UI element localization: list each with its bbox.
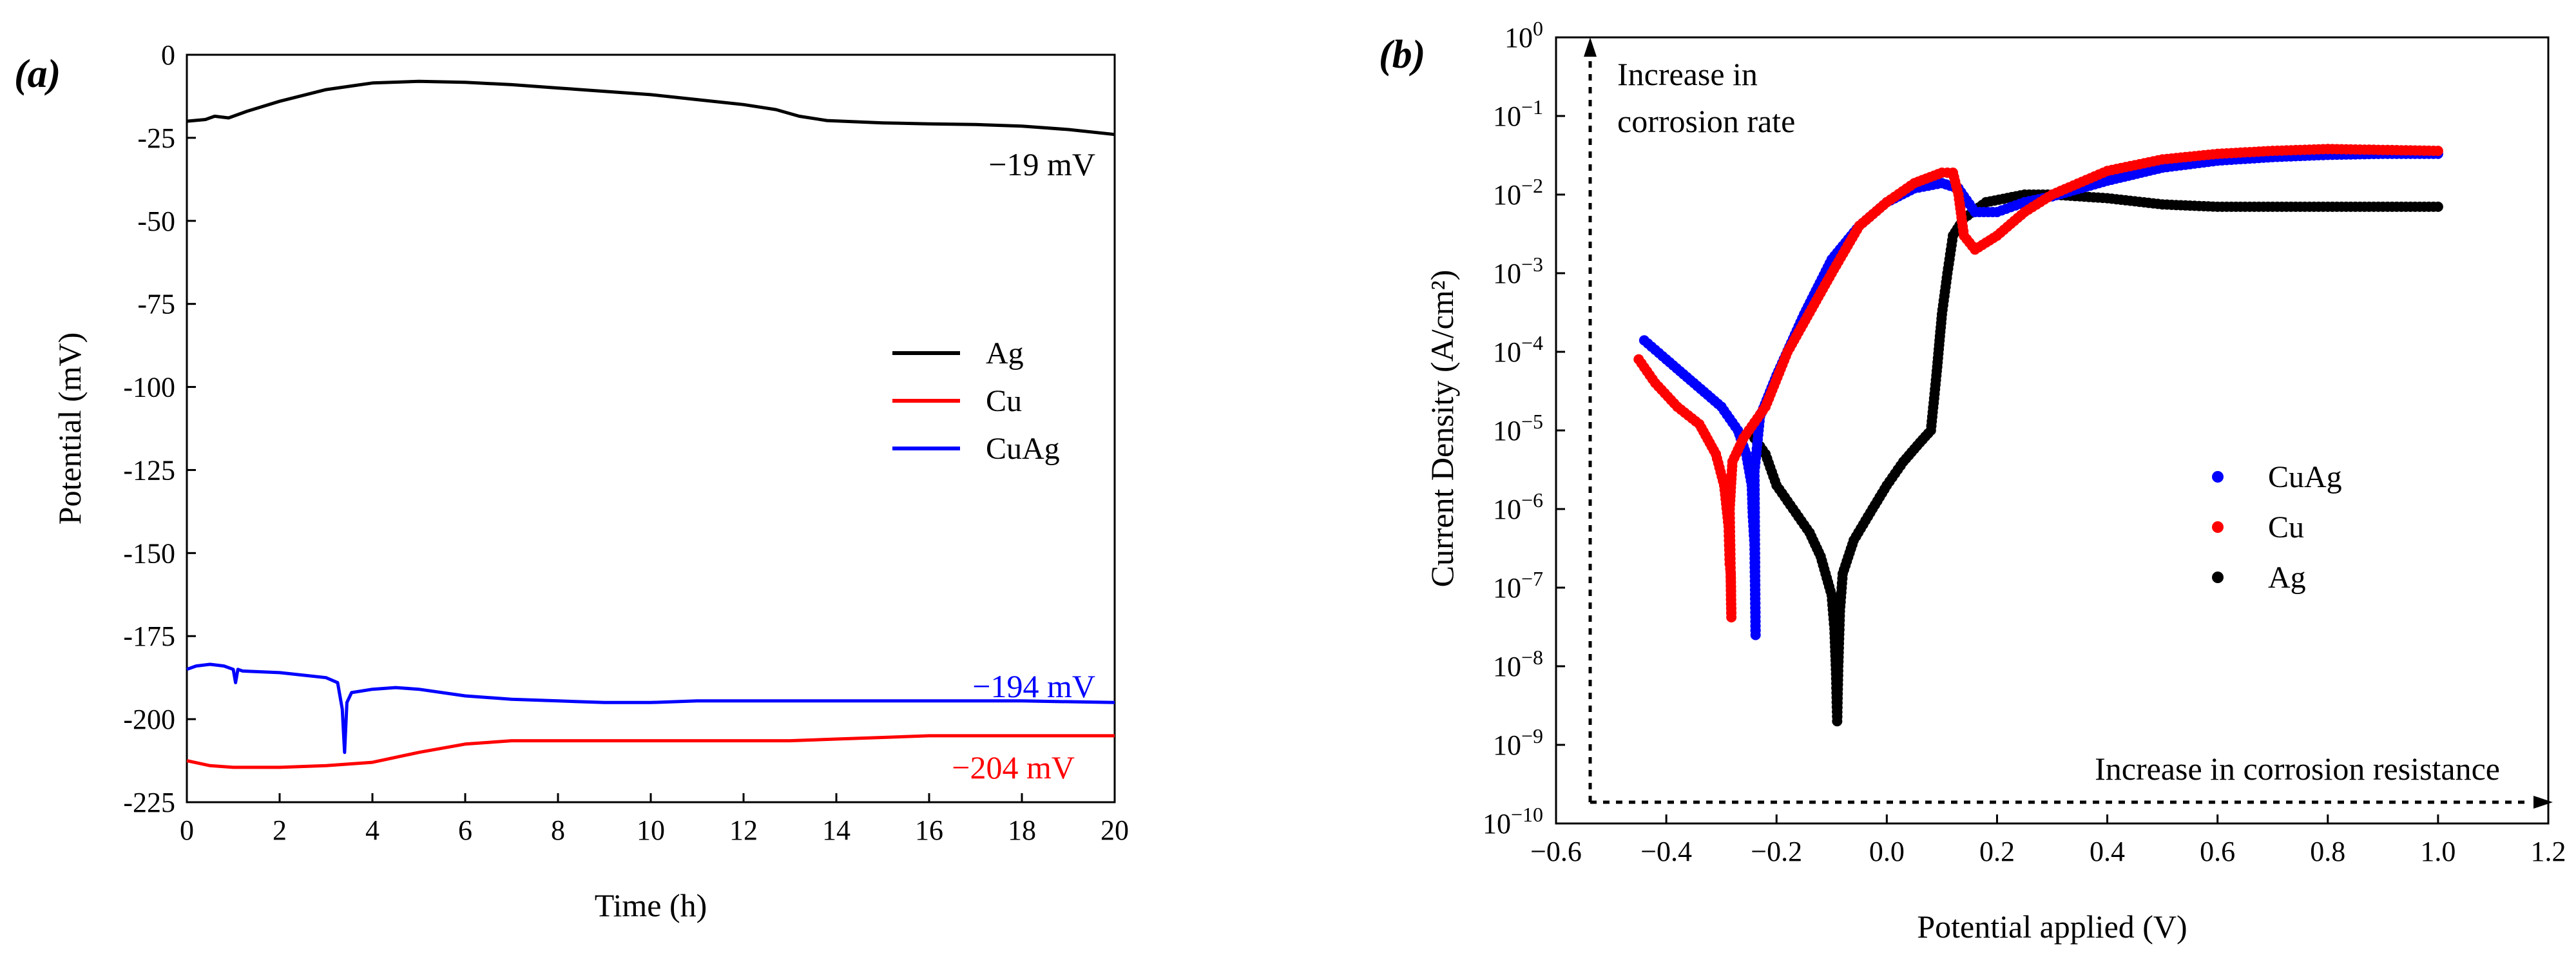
y-tick-label: -225 bbox=[123, 787, 175, 818]
x-tick-label: −0.2 bbox=[1751, 836, 1802, 867]
panel-b-arrows bbox=[1584, 37, 2553, 809]
x-tick-label: 10 bbox=[637, 814, 665, 846]
y-tick-label: -200 bbox=[123, 704, 175, 735]
series-line-ag bbox=[186, 79, 1115, 137]
y-tick-label: 10−4 bbox=[1493, 331, 1543, 368]
panel-b-legend: CuAg Cu Ag bbox=[2212, 460, 2342, 595]
horizontal-arrow-head bbox=[2533, 796, 2553, 809]
x-tick-label: 12 bbox=[729, 814, 758, 846]
y-tick-label: 10−6 bbox=[1493, 488, 1543, 525]
panel-b-data-points bbox=[1633, 144, 2443, 727]
annotation-corrosion-resistance: Increase in corrosion resistance bbox=[2095, 751, 2500, 787]
y-tick-label: 10−3 bbox=[1493, 253, 1543, 289]
y-tick-label: -50 bbox=[137, 206, 175, 237]
annotation-ag-value: −19 mV bbox=[988, 146, 1095, 182]
panel-a-legend: Ag Cu CuAg bbox=[892, 336, 1060, 466]
y-tick-label: -150 bbox=[123, 537, 175, 569]
panel-b-y-axis-title: Current Density (A/cm²) bbox=[1424, 270, 1460, 588]
panel-b-x-axis-title: Potential applied (V) bbox=[1917, 909, 2187, 945]
vertical-arrow-head bbox=[1584, 37, 1597, 57]
y-tick-label: 10−5 bbox=[1493, 410, 1543, 447]
data-point-cu bbox=[2432, 146, 2443, 157]
panel-b: (b) 10010−110−210−310−410−510−610−710−81… bbox=[1379, 17, 2566, 945]
legend-marker-cu bbox=[2212, 521, 2224, 533]
y-tick-label: 10−9 bbox=[1493, 724, 1543, 761]
data-point-ag bbox=[2432, 201, 2443, 212]
x-tick-label: 4 bbox=[365, 814, 380, 846]
legend-marker-cuag bbox=[2212, 471, 2224, 483]
legend-label-ag-b: Ag bbox=[2268, 561, 2306, 595]
x-tick-label: 0.4 bbox=[2090, 836, 2125, 867]
annotation-corrosion-rate: corrosion rate bbox=[1617, 103, 1795, 139]
legend-label-cu: Cu bbox=[986, 384, 1022, 418]
x-tick-label: −0.4 bbox=[1640, 836, 1692, 867]
series-line-cu bbox=[186, 734, 1115, 769]
y-tick-label: 10−10 bbox=[1483, 803, 1543, 840]
panel-a: (a) 0 -25 -50 -75 -100 -125 -150 -175 -200 -225 0… bbox=[14, 39, 1129, 923]
y-tick-label: -75 bbox=[137, 289, 175, 320]
x-tick-label: 20 bbox=[1101, 814, 1129, 846]
y-tick-label: 10−2 bbox=[1493, 174, 1543, 211]
x-tick-label: 18 bbox=[1008, 814, 1036, 846]
x-tick-label: 6 bbox=[458, 814, 472, 846]
y-tick-label: -100 bbox=[123, 372, 175, 403]
x-tick-label: 0 bbox=[180, 814, 194, 846]
y-tick-label: 100 bbox=[1504, 17, 1543, 53]
panel-a-x-axis-title: Time (h) bbox=[595, 887, 707, 923]
x-tick-label: 0.2 bbox=[1979, 836, 2015, 867]
x-tick-label: 16 bbox=[915, 814, 943, 846]
x-tick-label: −0.6 bbox=[1530, 836, 1582, 867]
panel-b-y-axis: 100 10−1 10−2 10−3 10−4 10−5 10−6 10−7 10−8 10−9 1… bbox=[1483, 17, 1565, 840]
annotation-cuag-value: −194 mV bbox=[972, 668, 1095, 704]
panel-a-series-lines bbox=[186, 79, 1115, 769]
y-tick-label: -175 bbox=[123, 620, 175, 652]
x-tick-label: 1.2 bbox=[2531, 836, 2566, 867]
legend-label-cuag: CuAg bbox=[986, 432, 1060, 466]
panel-a-y-axis: 0 -25 -50 -75 -100 -125 -150 -175 -200 -225 bbox=[123, 39, 196, 818]
x-tick-label: 0.8 bbox=[2310, 836, 2345, 867]
panel-a-x-axis: 0 2 4 6 8 10 12 14 16 18 20 bbox=[180, 793, 1129, 846]
y-tick-label: 10−1 bbox=[1493, 95, 1543, 132]
y-tick-label: 10−7 bbox=[1493, 567, 1543, 604]
legend-marker-ag bbox=[2212, 572, 2224, 583]
annotation-increase-in: Increase in bbox=[1617, 56, 1758, 92]
panel-b-x-axis: −0.6 −0.4 −0.2 0.0 0.2 0.4 0.6 0.8 1.0 1.2 bbox=[1530, 814, 2566, 867]
series-line-cuag bbox=[186, 662, 1115, 755]
y-tick-label: 0 bbox=[161, 39, 175, 71]
y-tick-label: -25 bbox=[137, 122, 175, 154]
x-tick-label: 2 bbox=[273, 814, 287, 846]
legend-label-cuag-b: CuAg bbox=[2268, 460, 2342, 494]
panel-a-y-axis-title: Potential (mV) bbox=[52, 332, 88, 525]
x-tick-label: 0.6 bbox=[2200, 836, 2235, 867]
x-tick-label: 14 bbox=[822, 814, 851, 846]
legend-label-cu-b: Cu bbox=[2268, 510, 2304, 544]
y-tick-label: -125 bbox=[123, 454, 175, 486]
y-tick-label: 10−8 bbox=[1493, 646, 1543, 682]
x-tick-label: 0.0 bbox=[1869, 836, 1905, 867]
panel-a-label: (a) bbox=[14, 52, 61, 96]
panel-b-label: (b) bbox=[1379, 33, 1425, 77]
x-tick-label: 1.0 bbox=[2420, 836, 2456, 867]
annotation-cu-value: −204 mV bbox=[952, 749, 1075, 785]
x-tick-label: 8 bbox=[551, 814, 565, 846]
legend-label-ag: Ag bbox=[986, 336, 1024, 370]
